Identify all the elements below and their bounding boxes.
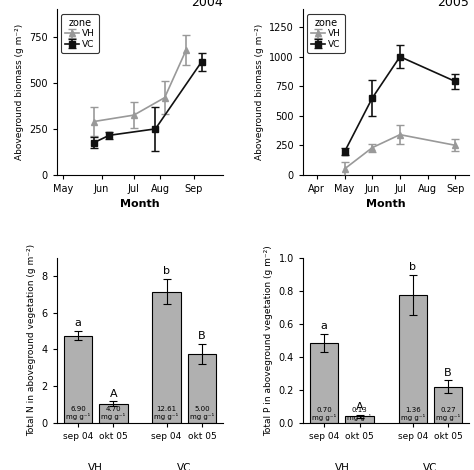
Text: B: B [198, 331, 206, 341]
Text: b: b [409, 262, 416, 273]
Text: 2004: 2004 [191, 0, 223, 9]
Bar [64, 336, 92, 423]
Bar [310, 343, 338, 423]
X-axis label: Month: Month [366, 199, 406, 210]
Text: 5.00
mg g⁻¹: 5.00 mg g⁻¹ [190, 406, 214, 420]
Y-axis label: Total P in aboveground vegetation (g m⁻²): Total P in aboveground vegetation (g m⁻²… [264, 245, 273, 436]
Y-axis label: Total N in aboveground vegetation (g m⁻²): Total N in aboveground vegetation (g m⁻²… [27, 244, 36, 436]
Y-axis label: Aboveground biomass (g m⁻²): Aboveground biomass (g m⁻²) [15, 24, 24, 160]
Text: VH: VH [335, 462, 349, 470]
Text: B: B [444, 368, 452, 377]
X-axis label: Month: Month [120, 199, 160, 210]
Text: b: b [163, 266, 170, 276]
Text: VH: VH [88, 463, 103, 470]
Text: 12.61
mg g⁻¹: 12.61 mg g⁻¹ [155, 406, 179, 420]
Bar [153, 291, 181, 423]
Text: a: a [75, 318, 82, 329]
Text: 4.70
mg g⁻¹: 4.70 mg g⁻¹ [101, 406, 126, 420]
Text: a: a [321, 321, 328, 331]
Y-axis label: Aboveground biomass (g m⁻²): Aboveground biomass (g m⁻²) [255, 24, 264, 160]
Text: 0.70
mg g⁻¹: 0.70 mg g⁻¹ [312, 407, 337, 421]
Bar [434, 387, 462, 423]
Text: 2005: 2005 [438, 0, 469, 9]
Text: 1.36
mg g⁻¹: 1.36 mg g⁻¹ [401, 407, 425, 421]
Text: A: A [356, 402, 364, 412]
Text: 0.27
mg g⁻¹: 0.27 mg g⁻¹ [436, 407, 460, 421]
Text: A: A [109, 389, 117, 399]
Legend: VH, VC: VH, VC [308, 14, 345, 53]
Text: VC: VC [423, 462, 438, 470]
Bar [399, 295, 427, 423]
Text: VC: VC [177, 463, 191, 470]
Bar [346, 416, 374, 423]
Text: 0.13
mg g⁻¹: 0.13 mg g⁻¹ [347, 407, 372, 421]
Bar [100, 404, 128, 423]
Text: 6.90
mg g⁻¹: 6.90 mg g⁻¹ [66, 406, 90, 420]
Legend: VH, VC: VH, VC [62, 14, 99, 53]
Bar [188, 354, 216, 423]
